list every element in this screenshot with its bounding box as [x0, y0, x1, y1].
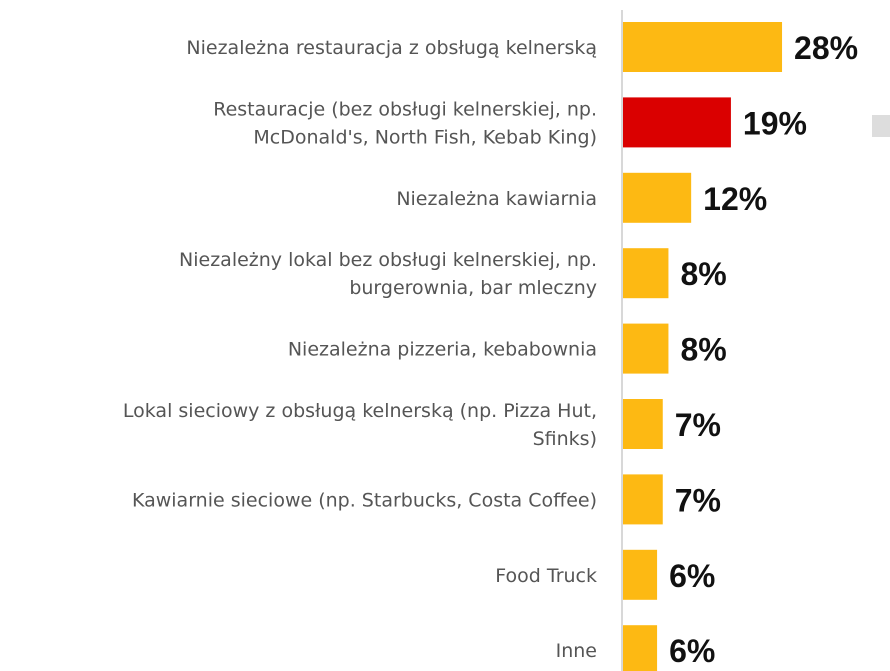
bar — [623, 549, 658, 600]
bar — [623, 248, 669, 299]
decoration — [872, 115, 890, 137]
category-label: Niezależna pizzeria, kebabownia — [288, 339, 597, 361]
bar — [623, 22, 783, 72]
value-label: 6% — [669, 558, 715, 594]
category-label: Restauracje (bez obsługi kelnerskiej, np… — [213, 98, 597, 148]
category-label: Food Truck — [495, 565, 597, 587]
value-label: 8% — [680, 256, 726, 292]
bar — [623, 625, 658, 671]
category-label: Kawiarnie sieciowe (np. Starbucks, Costa… — [132, 489, 597, 511]
value-label: 7% — [675, 482, 721, 518]
category-label: Niezależna kawiarnia — [396, 188, 597, 210]
bar — [623, 399, 663, 449]
value-label: 6% — [669, 633, 715, 669]
value-label: 7% — [675, 407, 721, 443]
bar — [623, 172, 692, 223]
bar — [623, 323, 669, 374]
category-label: Niezależny lokal bez obsługi kelnerskiej… — [179, 249, 597, 299]
value-label: 8% — [680, 332, 726, 368]
bar — [623, 474, 663, 525]
category-label: Lokal sieciowy z obsługą kelnerską (np. … — [123, 400, 597, 450]
category-label: Niezależna restauracja z obsługą kelners… — [186, 37, 597, 59]
value-label: 19% — [743, 105, 807, 141]
value-label: 12% — [703, 181, 767, 217]
bar — [623, 97, 731, 148]
value-label: 28% — [794, 30, 858, 66]
category-label: Inne — [556, 640, 597, 662]
